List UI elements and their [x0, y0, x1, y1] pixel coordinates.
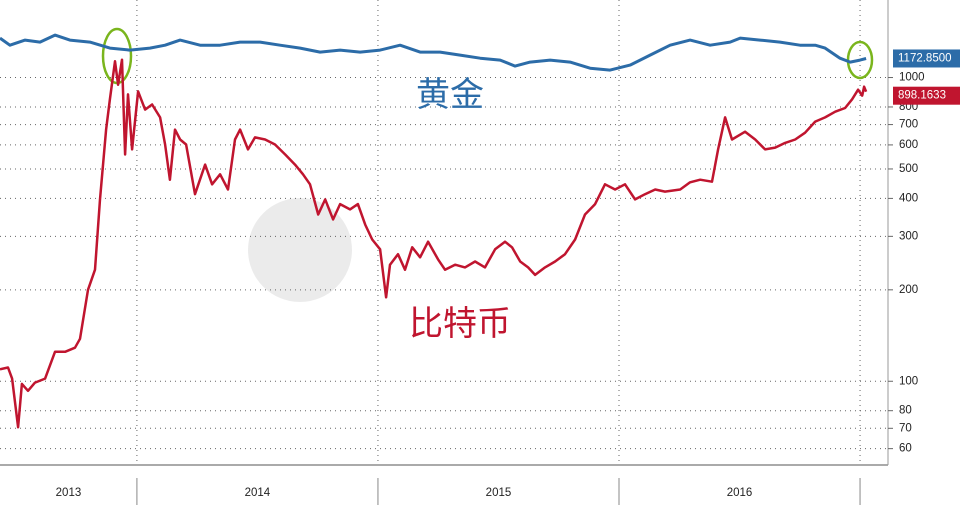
y-tick-label: 80: [899, 405, 912, 417]
annotation: 比特币: [409, 305, 511, 343]
y-tick-label: 200: [899, 284, 918, 296]
end-label: 898.1633: [898, 90, 946, 102]
y-tick-label: 70: [899, 422, 912, 434]
x-tick-label: 2014: [245, 487, 271, 499]
y-tick-label: 600: [899, 139, 918, 151]
end-label: 1172.8500: [898, 53, 952, 65]
line-series: [0, 58, 868, 429]
y-tick-label: 700: [899, 119, 918, 131]
end-label-box: [893, 49, 960, 68]
x-tick-label: 2016: [727, 487, 753, 499]
y-tick-label: 300: [899, 230, 918, 242]
end-label-box: [893, 86, 960, 105]
y-tick-label: 500: [899, 163, 918, 175]
y-tick-label: 1000: [899, 72, 925, 84]
grid: [0, 0, 888, 465]
annotation: 黄金: [416, 76, 484, 114]
y-tick-label: 60: [899, 443, 912, 455]
watermark: [248, 198, 352, 302]
line-series: [0, 33, 867, 72]
y-tick-label: 100: [899, 375, 918, 387]
y-tick-label: 400: [899, 192, 918, 204]
x-tick-label: 2013: [56, 487, 82, 499]
x-tick-label: 2015: [486, 487, 512, 499]
